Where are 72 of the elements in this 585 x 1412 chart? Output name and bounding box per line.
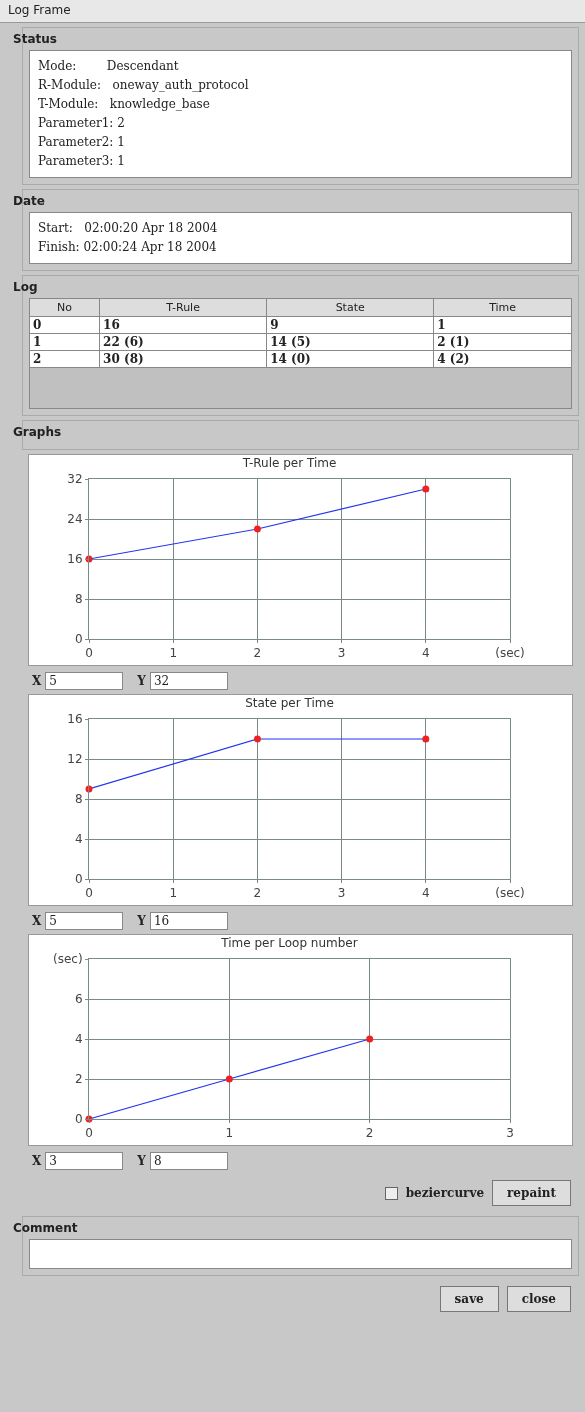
text: 1 bbox=[433, 316, 572, 334]
chart-title: Time per Loop number bbox=[220, 935, 358, 950]
y-tick-label: 0 bbox=[74, 632, 83, 647]
x-tick-label: 4 bbox=[421, 646, 430, 661]
text: Status bbox=[13, 32, 58, 46]
x-tick-label: 4 bbox=[421, 886, 430, 901]
text-field: 32 bbox=[149, 672, 228, 690]
text: beziercurve bbox=[405, 1186, 485, 1200]
y-tick-label: 12 bbox=[67, 752, 83, 767]
category-label: State bbox=[266, 298, 434, 317]
x-tick-label: 0 bbox=[85, 1126, 93, 1141]
y-tick-label: 2 bbox=[74, 1072, 83, 1087]
category-label: No bbox=[29, 298, 100, 317]
text: X bbox=[32, 914, 42, 928]
y-tick-label: 0 bbox=[74, 872, 83, 887]
text: 14 (0) bbox=[266, 350, 434, 368]
text: Date bbox=[13, 194, 46, 208]
text: Log Frame bbox=[0, 0, 585, 23]
text: Graphs bbox=[13, 425, 63, 439]
y-tick-label: 8 bbox=[74, 792, 83, 807]
category-label: Time bbox=[433, 298, 572, 317]
text: repaint bbox=[492, 1180, 571, 1206]
text: Log bbox=[13, 280, 39, 294]
text-field: 16 bbox=[149, 912, 228, 930]
category-label: T-Rule bbox=[99, 298, 267, 317]
y-tick-label: 16 bbox=[67, 552, 83, 567]
text: Comment bbox=[13, 1221, 79, 1235]
text: 22 (6) bbox=[99, 333, 267, 351]
text-field: 5 bbox=[45, 912, 124, 930]
y-tick-label: 6 bbox=[74, 992, 83, 1007]
x-tick-label: 0 bbox=[85, 886, 93, 901]
x-tick-label: 2 bbox=[253, 886, 262, 901]
x-tick-label: 1 bbox=[225, 1126, 234, 1141]
text: 30 (8) bbox=[99, 350, 267, 368]
y-tick-label: 24 bbox=[67, 512, 83, 527]
text: X bbox=[32, 1154, 42, 1168]
y-tick-label: 16 bbox=[67, 712, 83, 727]
text: 1 bbox=[29, 333, 100, 351]
x-tick-label: 3 bbox=[337, 886, 346, 901]
text: 14 (5) bbox=[266, 333, 434, 351]
text-field: Start: 02:00:20 Apr 18 2004 Finish: 02:00:24 Apr 18 2004 bbox=[29, 212, 572, 264]
y-tick-label: (sec) bbox=[52, 952, 83, 967]
text: 16 bbox=[99, 316, 267, 334]
x-tick-label: 1 bbox=[169, 646, 178, 661]
text: Y bbox=[137, 914, 146, 928]
x-tick-label: (sec) bbox=[495, 886, 525, 901]
x-tick-label: 3 bbox=[337, 646, 346, 661]
y-tick-label: 4 bbox=[74, 832, 83, 847]
text-field: 8 bbox=[149, 1152, 228, 1170]
y-tick-label: 32 bbox=[67, 472, 83, 487]
x-tick-label: (sec) bbox=[495, 646, 525, 661]
text: Y bbox=[137, 1154, 146, 1168]
text: Y bbox=[137, 674, 146, 688]
text: save bbox=[439, 1286, 499, 1312]
chart-title: T-Rule per Time bbox=[241, 455, 337, 470]
x-tick-label: 2 bbox=[253, 646, 262, 661]
text: 9 bbox=[266, 316, 434, 334]
y-tick-label: 4 bbox=[74, 1032, 83, 1047]
y-tick-label: 0 bbox=[74, 1112, 83, 1127]
text: 4 (2) bbox=[433, 350, 572, 368]
text-field: 5 bbox=[45, 672, 124, 690]
text-field: 3 bbox=[45, 1152, 124, 1170]
x-tick-label: 2 bbox=[365, 1126, 374, 1141]
text-field: Mode: Descendant R-Module: oneway_auth_protocol T-Module: knowledge_base Parameter1: 2 Parameter2: 1 Parameter3: 1 bbox=[29, 50, 572, 178]
text: 2 (1) bbox=[433, 333, 572, 351]
x-tick-label: 1 bbox=[169, 886, 178, 901]
y-tick-label: 8 bbox=[74, 592, 83, 607]
x-tick-label: 3 bbox=[506, 1126, 514, 1141]
text: X bbox=[32, 674, 42, 688]
text: close bbox=[506, 1286, 571, 1312]
chart-title: State per Time bbox=[245, 695, 334, 710]
x-tick-label: 0 bbox=[85, 646, 93, 661]
